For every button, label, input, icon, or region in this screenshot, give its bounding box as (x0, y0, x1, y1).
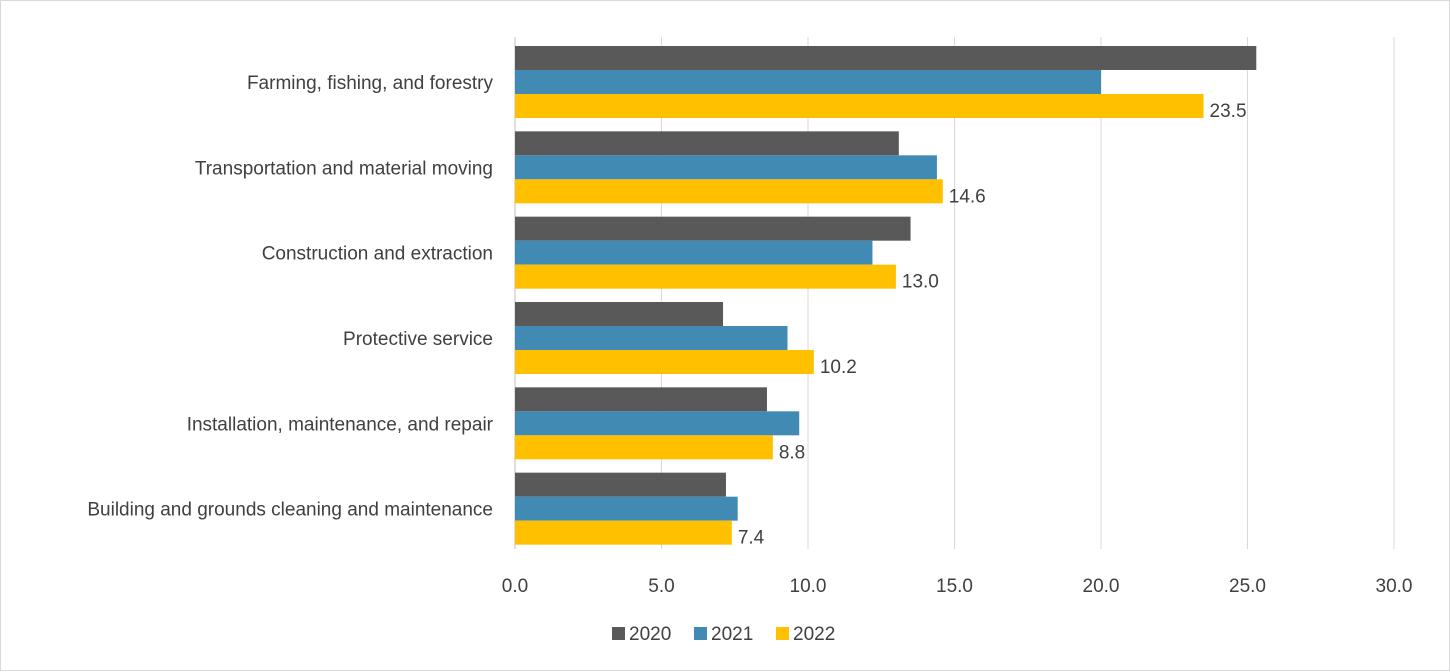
x-tick-label-0: 0.0 (502, 576, 528, 597)
x-tick-label-1: 5.0 (648, 576, 674, 597)
bar-2022-3 (515, 350, 814, 374)
bar-2021-1 (515, 155, 937, 180)
bar-2022-1 (515, 179, 943, 204)
bar-2022-5 (515, 520, 732, 545)
bars (515, 46, 1257, 545)
bar-2020-5 (515, 472, 726, 497)
data-label-2022-1: 14.6 (949, 186, 986, 207)
bar-2022-4 (515, 435, 773, 460)
gridlines (514, 37, 1395, 549)
category-label-5: Building and grounds cleaning and mainte… (87, 500, 493, 521)
data-label-2022-5: 7.4 (738, 528, 765, 549)
legend-label-2022: 2022 (793, 624, 835, 645)
bar-2020-1 (515, 131, 899, 156)
legend: 2020 2021 2022 (612, 624, 835, 645)
data-label-2022-0: 23.5 (1210, 101, 1247, 122)
data-labels: 23.5 14.6 13.0 10.2 8.8 7.4 (738, 101, 1247, 549)
legend-label-2020: 2020 (629, 624, 671, 645)
bar-2021-5 (515, 496, 738, 521)
x-tick-label-5: 25.0 (1229, 576, 1266, 597)
category-label-2: Construction and extraction (262, 244, 493, 265)
legend-swatch-2022 (776, 627, 789, 640)
data-label-2022-2: 13.0 (902, 272, 939, 293)
data-label-2022-4: 8.8 (779, 442, 805, 463)
x-tick-label-2: 10.0 (790, 576, 827, 597)
x-tick-labels: 0.0 5.0 10.0 15.0 20.0 25.0 30.0 (502, 576, 1413, 597)
x-tick-label-4: 20.0 (1083, 576, 1120, 597)
bar-2022-2 (515, 264, 896, 289)
category-label-1: Transportation and material moving (195, 158, 493, 179)
bar-2020-0 (515, 46, 1257, 70)
bar-2022-0 (515, 94, 1204, 118)
category-label-4: Installation, maintenance, and repair (187, 414, 494, 435)
bar-2021-0 (515, 70, 1101, 94)
legend-swatch-2020 (612, 627, 625, 640)
bar-2021-2 (515, 240, 873, 265)
bar-2021-3 (515, 326, 788, 350)
bar-2021-4 (515, 411, 800, 436)
legend-swatch-2021 (694, 627, 707, 640)
category-label-3: Protective service (343, 329, 493, 350)
x-tick-label-3: 15.0 (936, 576, 973, 597)
category-label-0: Farming, fishing, and forestry (247, 73, 494, 94)
bar-2020-4 (515, 387, 767, 412)
category-labels: Farming, fishing, and forestry Transporta… (87, 73, 493, 521)
bar-2020-3 (515, 302, 724, 326)
legend-label-2021: 2021 (711, 624, 753, 645)
bar-2020-2 (515, 216, 911, 241)
x-tick-label-6: 30.0 (1376, 576, 1413, 597)
data-label-2022-3: 10.2 (820, 357, 857, 378)
